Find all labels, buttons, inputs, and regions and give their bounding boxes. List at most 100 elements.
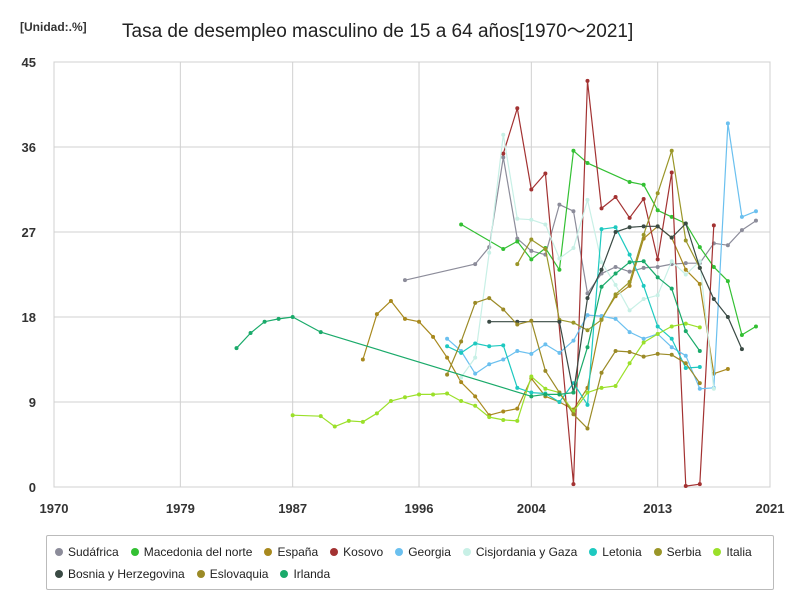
legend-marker bbox=[395, 548, 404, 556]
legend-item: Italia bbox=[713, 541, 752, 563]
data-point bbox=[571, 412, 576, 417]
data-point bbox=[711, 386, 716, 391]
data-point bbox=[515, 406, 520, 411]
line-chart: 0 9 18 27 36 45 1970 1979 1987 1996 2004 2013 2021 bbox=[22, 55, 785, 516]
y-tick-label: 27 bbox=[22, 225, 36, 240]
data-point bbox=[388, 399, 393, 404]
legend-label: Eslovaquia bbox=[209, 567, 269, 581]
x-tick-label: 1970 bbox=[40, 501, 69, 516]
legend-item: Serbia bbox=[653, 541, 702, 563]
data-point bbox=[669, 352, 674, 357]
legend-label: España bbox=[277, 545, 319, 559]
data-point bbox=[683, 366, 688, 370]
data-point bbox=[417, 392, 422, 397]
data-point bbox=[627, 215, 632, 220]
data-point bbox=[501, 417, 506, 422]
legend-marker bbox=[130, 548, 139, 556]
data-point bbox=[725, 315, 730, 319]
data-point bbox=[585, 291, 590, 296]
legend-label: Cisjordania y Gaza bbox=[475, 545, 578, 559]
data-point bbox=[697, 482, 702, 487]
data-point bbox=[683, 261, 688, 266]
data-point bbox=[431, 392, 436, 397]
x-tick-label: 1979 bbox=[166, 501, 195, 516]
data-point bbox=[669, 345, 674, 350]
legend-item: Georgia bbox=[395, 541, 451, 563]
data-point bbox=[473, 341, 478, 346]
data-point bbox=[501, 357, 506, 362]
data-point bbox=[515, 418, 520, 423]
legend-item: Macedonia del norte bbox=[130, 541, 252, 563]
data-point bbox=[515, 385, 520, 390]
series-1 bbox=[459, 148, 758, 337]
data-point bbox=[585, 345, 590, 350]
data-point bbox=[697, 349, 702, 353]
data-point bbox=[599, 385, 604, 390]
data-point bbox=[669, 235, 674, 240]
data-point bbox=[248, 331, 253, 336]
data-point bbox=[459, 350, 464, 355]
data-point bbox=[599, 227, 604, 232]
legend-marker bbox=[55, 548, 63, 556]
data-point bbox=[234, 346, 239, 351]
data-point bbox=[445, 391, 450, 396]
data-point bbox=[473, 394, 478, 399]
data-point bbox=[697, 381, 702, 386]
unit-label: [Unidad:.%] bbox=[20, 20, 87, 34]
data-point bbox=[627, 269, 632, 274]
series-lines bbox=[234, 78, 758, 489]
data-point bbox=[613, 282, 618, 287]
data-point bbox=[725, 121, 730, 126]
data-point bbox=[753, 218, 758, 223]
data-point bbox=[585, 161, 590, 166]
data-point bbox=[627, 225, 632, 230]
data-point bbox=[487, 344, 492, 349]
data-point bbox=[529, 390, 534, 395]
data-point bbox=[669, 286, 674, 291]
series-line bbox=[502, 80, 715, 487]
data-point bbox=[571, 320, 576, 325]
data-point bbox=[697, 281, 702, 286]
data-point bbox=[599, 370, 604, 375]
data-point bbox=[515, 262, 520, 267]
x-tick-label: 2021 bbox=[756, 501, 785, 516]
legend-label: Serbia bbox=[666, 545, 702, 559]
series-8 bbox=[290, 321, 702, 429]
data-point bbox=[641, 259, 646, 264]
legend: Sudáfrica Macedonia del norte España Kosovo… bbox=[46, 535, 774, 590]
data-point bbox=[543, 368, 548, 373]
data-point bbox=[641, 265, 646, 270]
data-point bbox=[473, 300, 478, 305]
data-point bbox=[641, 354, 646, 359]
data-point bbox=[402, 278, 407, 283]
y-tick-label: 45 bbox=[22, 55, 36, 70]
data-point bbox=[585, 296, 590, 301]
legend-marker bbox=[462, 548, 471, 556]
data-point bbox=[459, 339, 464, 344]
data-point bbox=[543, 392, 548, 397]
data-point bbox=[697, 365, 702, 370]
data-point bbox=[613, 225, 618, 230]
y-tick-label: 0 bbox=[29, 480, 36, 495]
data-point bbox=[613, 195, 618, 200]
data-point bbox=[543, 342, 548, 347]
data-point bbox=[276, 316, 281, 321]
data-point bbox=[641, 340, 646, 345]
data-point bbox=[388, 298, 393, 303]
data-point bbox=[725, 243, 730, 248]
data-point bbox=[599, 206, 604, 211]
legend-item: Sudáfrica bbox=[55, 541, 119, 563]
data-point bbox=[515, 236, 520, 241]
data-point bbox=[585, 313, 590, 318]
data-point bbox=[571, 390, 576, 395]
data-point bbox=[290, 315, 295, 319]
data-point bbox=[402, 395, 407, 400]
series-line bbox=[489, 222, 743, 394]
data-point bbox=[501, 307, 506, 312]
legend-label: Kosovo bbox=[343, 545, 384, 559]
series-11 bbox=[234, 259, 702, 399]
data-point bbox=[655, 264, 660, 269]
data-point bbox=[515, 106, 520, 111]
data-point bbox=[655, 293, 660, 298]
legend-item: Bosnia y Herzegovina bbox=[55, 563, 185, 585]
